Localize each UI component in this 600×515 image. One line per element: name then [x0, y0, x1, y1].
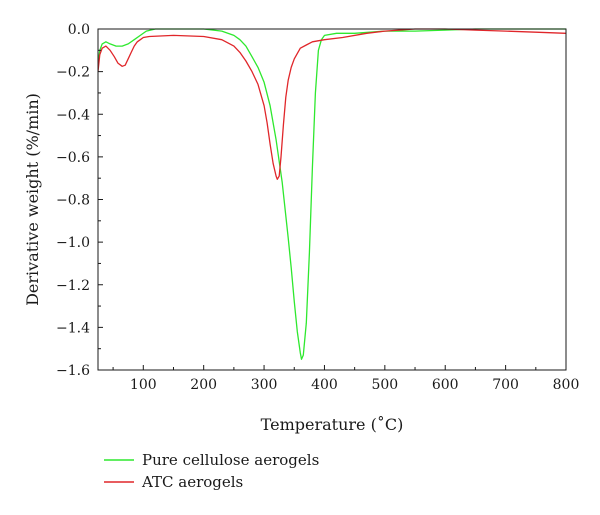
y-tick-label: −0.2: [56, 65, 90, 81]
legend-label: ATC aerogels: [141, 473, 243, 491]
x-tick-label: 200: [190, 377, 217, 393]
legend: Pure cellulose aerogels ATC aerogels: [104, 451, 319, 491]
x-tick-label: 500: [371, 377, 398, 393]
y-tick-label: −1.2: [56, 278, 90, 294]
x-axis-label: Temperature (˚C): [261, 415, 404, 434]
x-tick-label: 600: [432, 377, 459, 393]
x-tick-label: 700: [492, 377, 519, 393]
x-tick-label: 800: [553, 377, 580, 393]
y-tick-label: −0.8: [56, 193, 90, 209]
plot-frame: [97, 28, 567, 371]
y-axis-label: Derivative weight (%/min): [23, 93, 42, 306]
legend-label: Pure cellulose aerogels: [142, 451, 319, 469]
series-line-pure-cellulose: [98, 28, 566, 360]
y-tick-label: −1.0: [56, 235, 90, 251]
y-tick-label: −1.6: [56, 363, 90, 379]
y-tick-label: −1.4: [56, 320, 90, 336]
x-tick-label: 300: [251, 377, 278, 393]
y-tick-label: −0.6: [56, 150, 90, 166]
x-axis: 100 200 300 400 500 600 700 800: [112, 365, 580, 393]
series-layer: [98, 28, 566, 360]
y-tick-label: 0.0: [68, 22, 90, 38]
y-axis: 0.0 −0.2 −0.4 −0.6 −0.8 −1.0 −1.2 −1.4 −1.6: [56, 22, 103, 379]
x-tick-label: 100: [130, 377, 157, 393]
y-tick-label: −0.4: [56, 107, 90, 123]
x-tick-label: 400: [311, 377, 338, 393]
series-line-atc: [98, 28, 566, 180]
